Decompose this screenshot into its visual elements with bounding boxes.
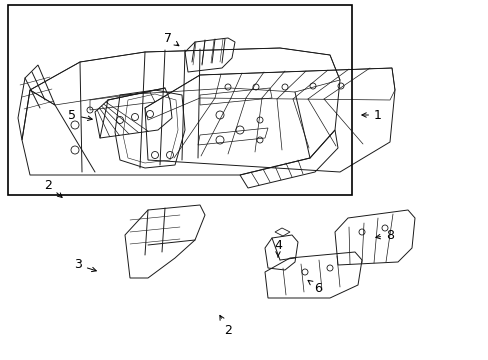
Text: 7: 7 [163,32,179,46]
Bar [8,5,351,195]
Text: 3: 3 [74,258,96,271]
Text: 1: 1 [361,108,381,122]
Text: 2: 2 [44,179,62,197]
Text: 8: 8 [375,229,393,242]
Text: 2: 2 [220,315,231,337]
Text: 4: 4 [273,239,282,257]
Text: 5: 5 [68,108,92,122]
Text: 6: 6 [307,280,321,294]
